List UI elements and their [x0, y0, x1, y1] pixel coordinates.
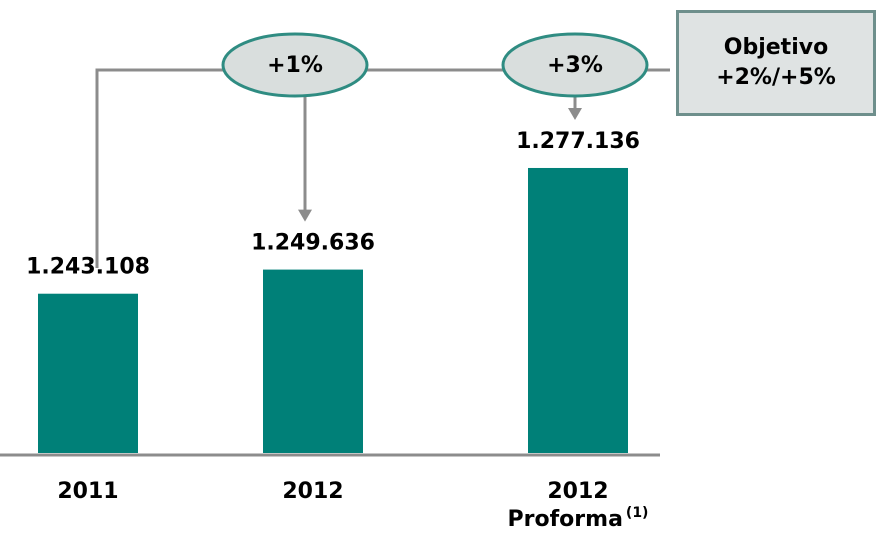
x-tick-label: 2012: [213, 478, 413, 506]
arrow-head: [298, 209, 312, 222]
annotation-bubble: [221, 32, 369, 98]
category-text: 2012: [282, 479, 344, 504]
annotation: +1%: [267, 53, 323, 78]
bar: [38, 293, 138, 453]
value-label: 1.277.136: [516, 129, 640, 154]
footnote-mark: (1): [625, 505, 649, 521]
annotation: +3%: [547, 53, 603, 78]
annotation-bubble: [501, 32, 649, 98]
x-tick-label: 2011: [0, 478, 188, 506]
value-label: 1.243.108: [26, 255, 150, 280]
target-box: Objetivo +2%/+5%: [676, 10, 876, 116]
category-text: 2012 Proforma: [507, 479, 623, 532]
bracket: [95, 68, 670, 268]
bar: [263, 269, 363, 453]
value-label: 1.249.636: [251, 231, 375, 256]
bar: [528, 167, 628, 453]
category-text: 2011: [57, 479, 119, 504]
arrow-head: [568, 107, 582, 120]
x-tick-label: 2012 Proforma (1): [478, 478, 678, 534]
